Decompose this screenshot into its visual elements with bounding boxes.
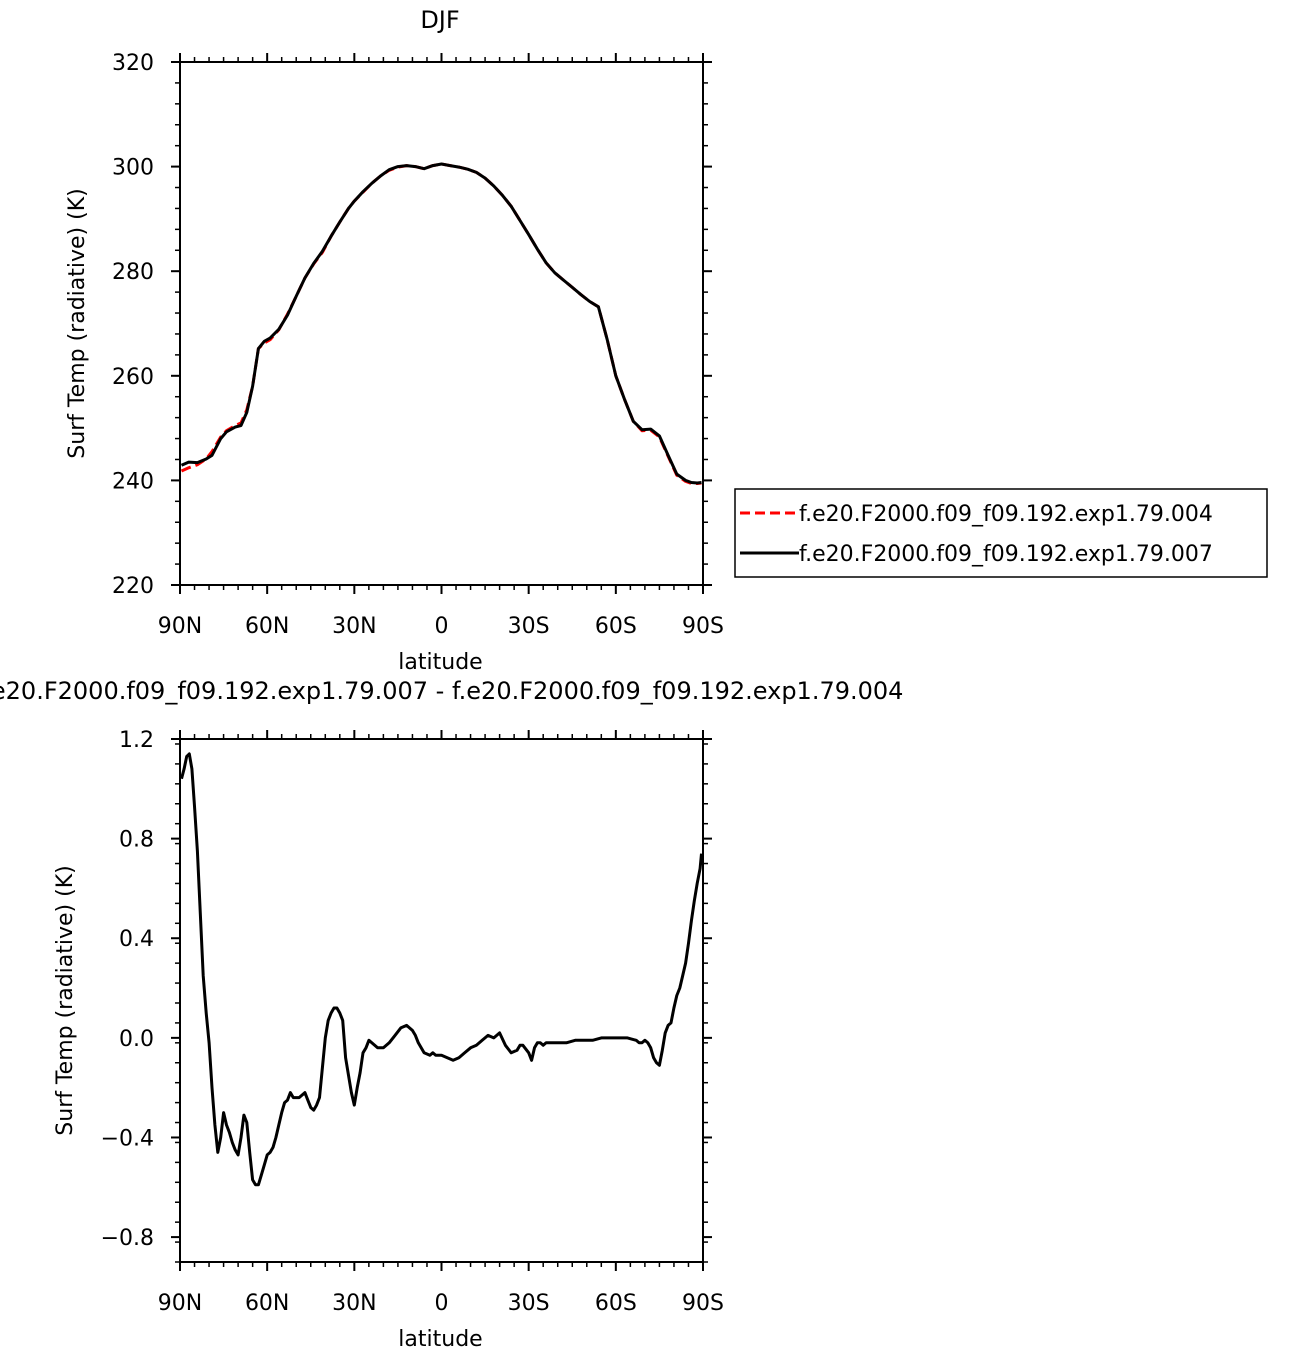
- y-tick-label: 320: [112, 51, 154, 76]
- y-tick-label: 0.0: [119, 1027, 154, 1052]
- x-tick-label: 60S: [595, 614, 637, 639]
- y-tick-label: 260: [112, 365, 154, 390]
- x-tick-label: 90N: [158, 1291, 202, 1316]
- y-tick-label: −0.8: [101, 1226, 154, 1251]
- bottom-panel-difference: f.e20.F2000.f09_f09.192.exp1.79.007 - f.…: [0, 677, 903, 1352]
- x-tick-label: 30S: [508, 1291, 550, 1316]
- series-line-1: [180, 752, 703, 1187]
- x-tick-label: 30S: [508, 614, 550, 639]
- y-tick-label: 220: [112, 574, 154, 599]
- plot-frame: [179, 61, 704, 586]
- y-axis-label: Surf Temp (radiative) (K): [53, 865, 78, 1135]
- y-tick-label: 0.8: [119, 828, 154, 853]
- x-tick-label: 90S: [682, 614, 724, 639]
- x-tick-label: 60N: [245, 614, 289, 639]
- y-tick-label: 240: [112, 469, 154, 494]
- legend: f.e20.F2000.f09_f09.192.exp1.79.004 f.e20…: [734, 488, 1268, 578]
- y-axis-label: Surf Temp (radiative) (K): [65, 188, 90, 458]
- x-tick-label: 90N: [158, 614, 202, 639]
- y-tick-label: 0.4: [119, 927, 154, 952]
- series-line-2: [180, 162, 702, 485]
- x-tick-label: 30N: [332, 614, 376, 639]
- x-tick-label: 60N: [245, 1291, 289, 1316]
- y-tick-label: −0.4: [101, 1126, 154, 1151]
- y-tick-label: 280: [112, 260, 154, 285]
- legend-label-1: f.e20.F2000.f09_f09.192.exp1.79.004: [799, 502, 1213, 527]
- x-tick-label: 0: [435, 614, 449, 639]
- x-tick-label: 0: [435, 1291, 449, 1316]
- chart-title: f.e20.F2000.f09_f09.192.exp1.79.007 - f.…: [0, 677, 903, 705]
- x-tick-label: 90S: [682, 1291, 724, 1316]
- x-axis-label: latitude: [398, 650, 482, 675]
- x-axis-label: latitude: [398, 1327, 482, 1352]
- legend-box: [734, 488, 1268, 578]
- legend-label-2: f.e20.F2000.f09_f09.192.exp1.79.007: [799, 542, 1213, 567]
- y-tick-label: 300: [112, 156, 154, 181]
- chart-title: DJF: [420, 6, 459, 34]
- series-line-1: [180, 162, 702, 485]
- top-panel-djf: DJF 220 240 260 280 300 320 90N 60N 30N 0 30S 60S 90S…: [65, 6, 724, 675]
- y-tick-label: 1.2: [119, 728, 154, 753]
- x-tick-label: 60S: [595, 1291, 637, 1316]
- x-tick-label: 30N: [332, 1291, 376, 1316]
